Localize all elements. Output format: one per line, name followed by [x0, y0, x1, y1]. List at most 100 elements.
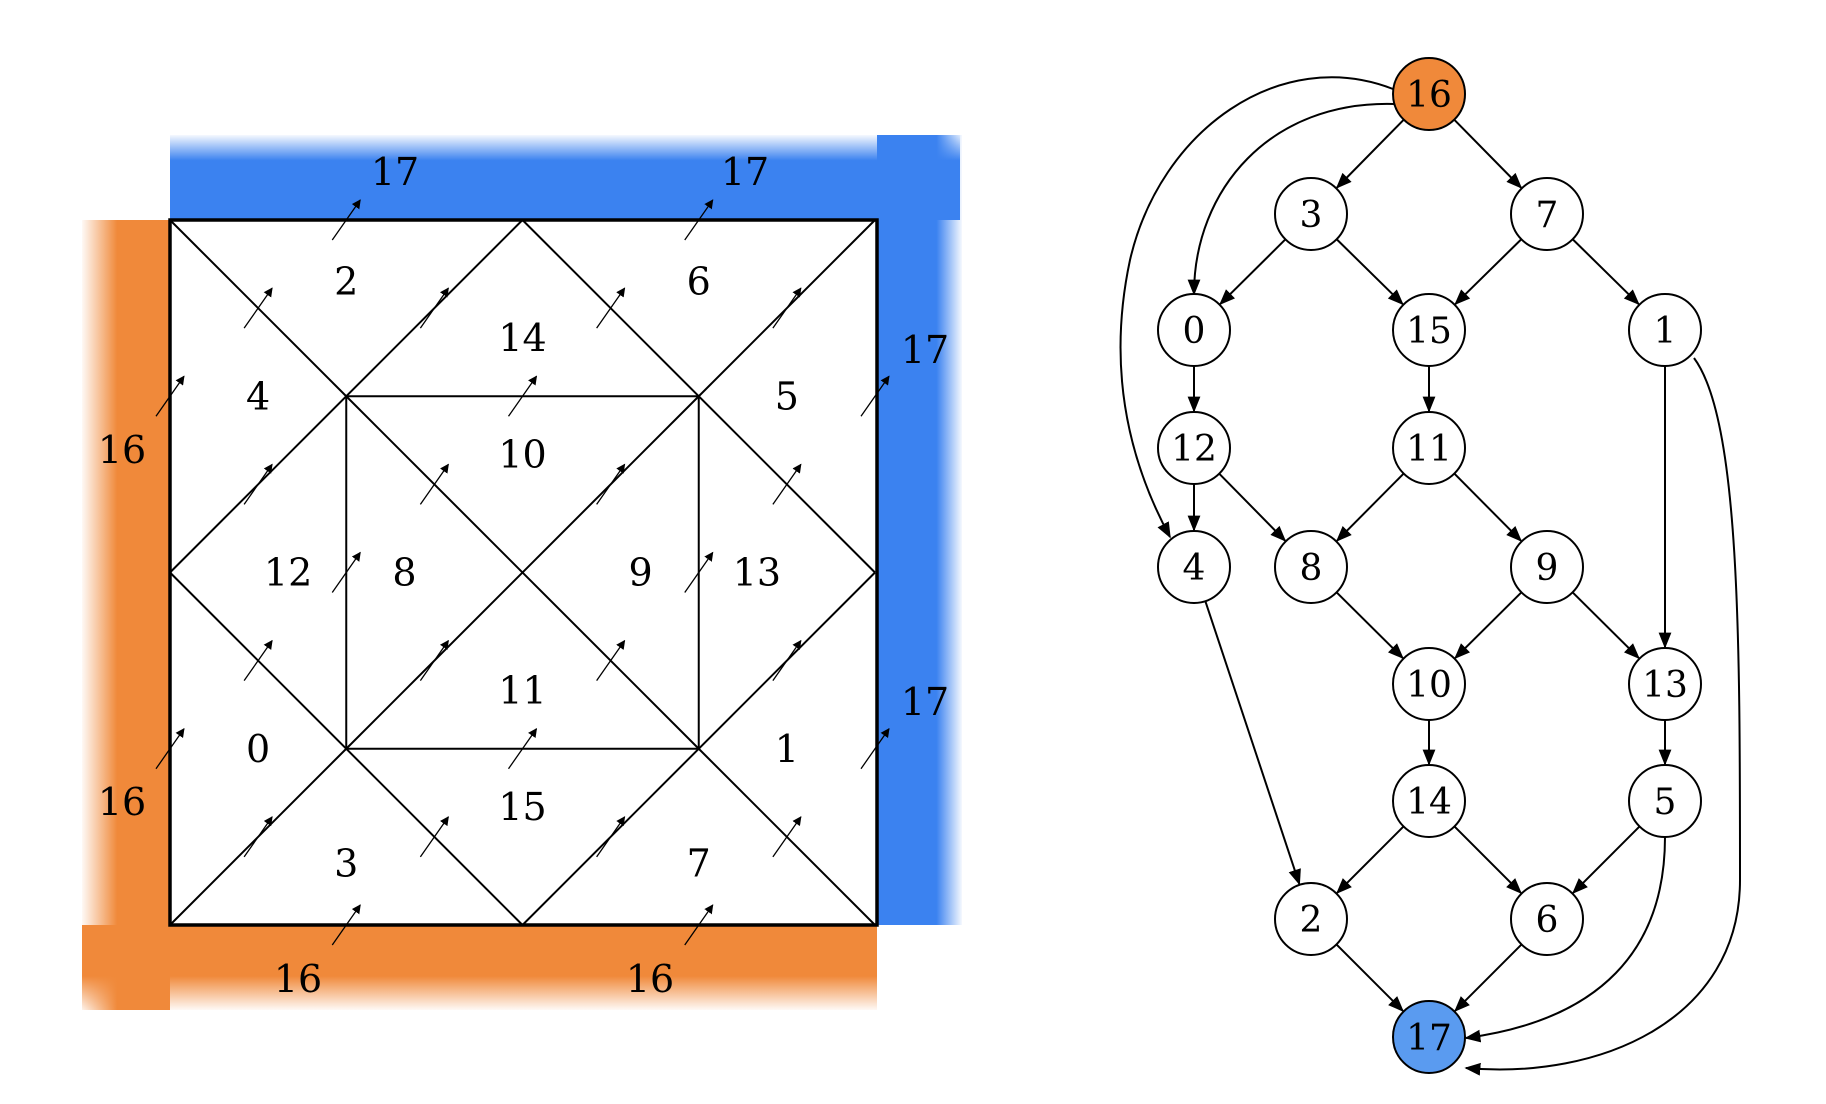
graph-node-label-13: 13 [1642, 665, 1688, 706]
cell-label-12: 12 [264, 551, 312, 595]
graph-node-1 [1628, 293, 1702, 367]
flux-arrow [772, 639, 802, 681]
graph-node-label-10: 10 [1406, 665, 1452, 706]
mesh-border [168, 218, 879, 927]
flux-arrow [243, 463, 273, 505]
graph-node-5 [1628, 764, 1702, 838]
cell-label-15: 15 [498, 785, 546, 829]
cell-label-1: 1 [775, 727, 799, 771]
boundary-label-left-top: 16 [98, 428, 146, 472]
cell-label-7: 7 [687, 841, 711, 885]
graph-edges [1119, 76, 1742, 1076]
boundary-label-top-right: 17 [721, 150, 769, 194]
graph-edge-3-0 [1219, 238, 1287, 306]
graph-node-label-15: 15 [1406, 311, 1452, 352]
graph-edge-7-15 [1454, 238, 1523, 306]
source-band-bottom [82, 925, 877, 1010]
flux-arrow [507, 728, 538, 770]
flux-arrow [243, 816, 273, 858]
graph-node-label-6: 6 [1536, 900, 1559, 941]
graph-edge-8-10 [1335, 591, 1404, 660]
graph-edge-12-8 [1218, 472, 1287, 542]
flux-arrow [860, 728, 890, 770]
graph-edge-16-3 [1335, 118, 1405, 189]
flux-arrow [772, 816, 802, 858]
graph-node-label-4: 4 [1183, 548, 1206, 589]
graph-edge-6-17 [1454, 943, 1523, 1012]
graph-edge-9-10 [1454, 591, 1523, 660]
boundary-label-right-bottom: 17 [901, 680, 949, 724]
graph-node-3 [1274, 177, 1348, 251]
flux-arrow [684, 551, 714, 593]
graph-node-16 [1392, 57, 1466, 131]
graph-node-2 [1274, 882, 1348, 956]
flux-arrow [243, 639, 273, 681]
graph-node-0 [1157, 293, 1231, 367]
graph-node-15 [1392, 293, 1466, 367]
cell-label-9: 9 [628, 551, 652, 595]
cell-label-13: 13 [733, 551, 781, 595]
graph-edge-1-17 [1464, 357, 1742, 1076]
flux-arrow [860, 375, 890, 417]
graph-edge-16-0 [1187, 102, 1396, 296]
graph-node-14 [1392, 764, 1466, 838]
graph-edge-2-17 [1335, 943, 1404, 1012]
flux-arrow [419, 816, 449, 858]
cell-label-0: 0 [246, 727, 270, 771]
graph-node-4 [1157, 530, 1231, 604]
graph-node-17 [1392, 1000, 1466, 1074]
graph-edge-3-15 [1335, 238, 1404, 306]
boundary-label-top-left: 17 [371, 150, 419, 194]
graph-node-label-7: 7 [1536, 195, 1559, 236]
source-band-left [82, 220, 170, 1010]
graph-node-label-0: 0 [1183, 311, 1206, 352]
sink-band-right [877, 135, 962, 925]
graph-node-13 [1628, 647, 1702, 721]
cell-label-11: 11 [498, 669, 546, 713]
graph-node-label-8: 8 [1300, 548, 1323, 589]
flux-arrow [596, 463, 626, 505]
flux-arrow [772, 463, 802, 505]
flux-arrow [419, 639, 449, 681]
flux-arrow [507, 375, 538, 417]
graph-node-label-3: 3 [1300, 195, 1323, 236]
graph-node-label-16: 16 [1406, 75, 1452, 116]
cell-label-8: 8 [392, 551, 416, 595]
cell-label-5: 5 [775, 374, 799, 418]
graph-edge-14-6 [1453, 825, 1522, 894]
graph-node-label-2: 2 [1300, 900, 1323, 941]
graph-node-12 [1157, 411, 1231, 485]
graph-node-label-12: 12 [1171, 429, 1217, 470]
cell-label-14: 14 [498, 316, 546, 360]
graph-node-label-11: 11 [1406, 429, 1452, 470]
flux-arrow [419, 287, 449, 329]
flux-arrow [772, 287, 802, 329]
graph-edge-16-4 [1119, 76, 1394, 539]
graph-edge-11-8 [1335, 472, 1405, 542]
cell-label-6: 6 [687, 260, 711, 304]
boundary-label-bottom-left: 16 [274, 957, 322, 1001]
flux-arrow [596, 639, 626, 681]
flux-arrow [596, 287, 626, 329]
boundary-label-bottom-right: 16 [626, 957, 674, 1001]
cell-label-2: 2 [334, 260, 358, 304]
graph-edge-5-17 [1464, 836, 1666, 1043]
graph-node-label-5: 5 [1654, 782, 1677, 823]
sink-band-top [170, 135, 960, 220]
mesh-edge [345, 395, 700, 750]
graph-node-10 [1392, 647, 1466, 721]
graph-node-label-1: 1 [1654, 311, 1677, 352]
graph-edge-5-6 [1572, 825, 1641, 894]
graph-edge-11-9 [1453, 472, 1523, 542]
graph-node-9 [1510, 530, 1584, 604]
cell-label-3: 3 [334, 841, 358, 885]
graph-edge-16-7 [1453, 118, 1523, 189]
graph-node-6 [1510, 882, 1584, 956]
graph-edge-14-2 [1336, 825, 1405, 894]
graph-node-7 [1510, 177, 1584, 251]
boundary-bands [82, 135, 962, 1010]
graph-nodes: 16 3 7 0 15 1 12 11 4 8 9 10 13 14 5 2 6 17 [1157, 57, 1702, 1074]
